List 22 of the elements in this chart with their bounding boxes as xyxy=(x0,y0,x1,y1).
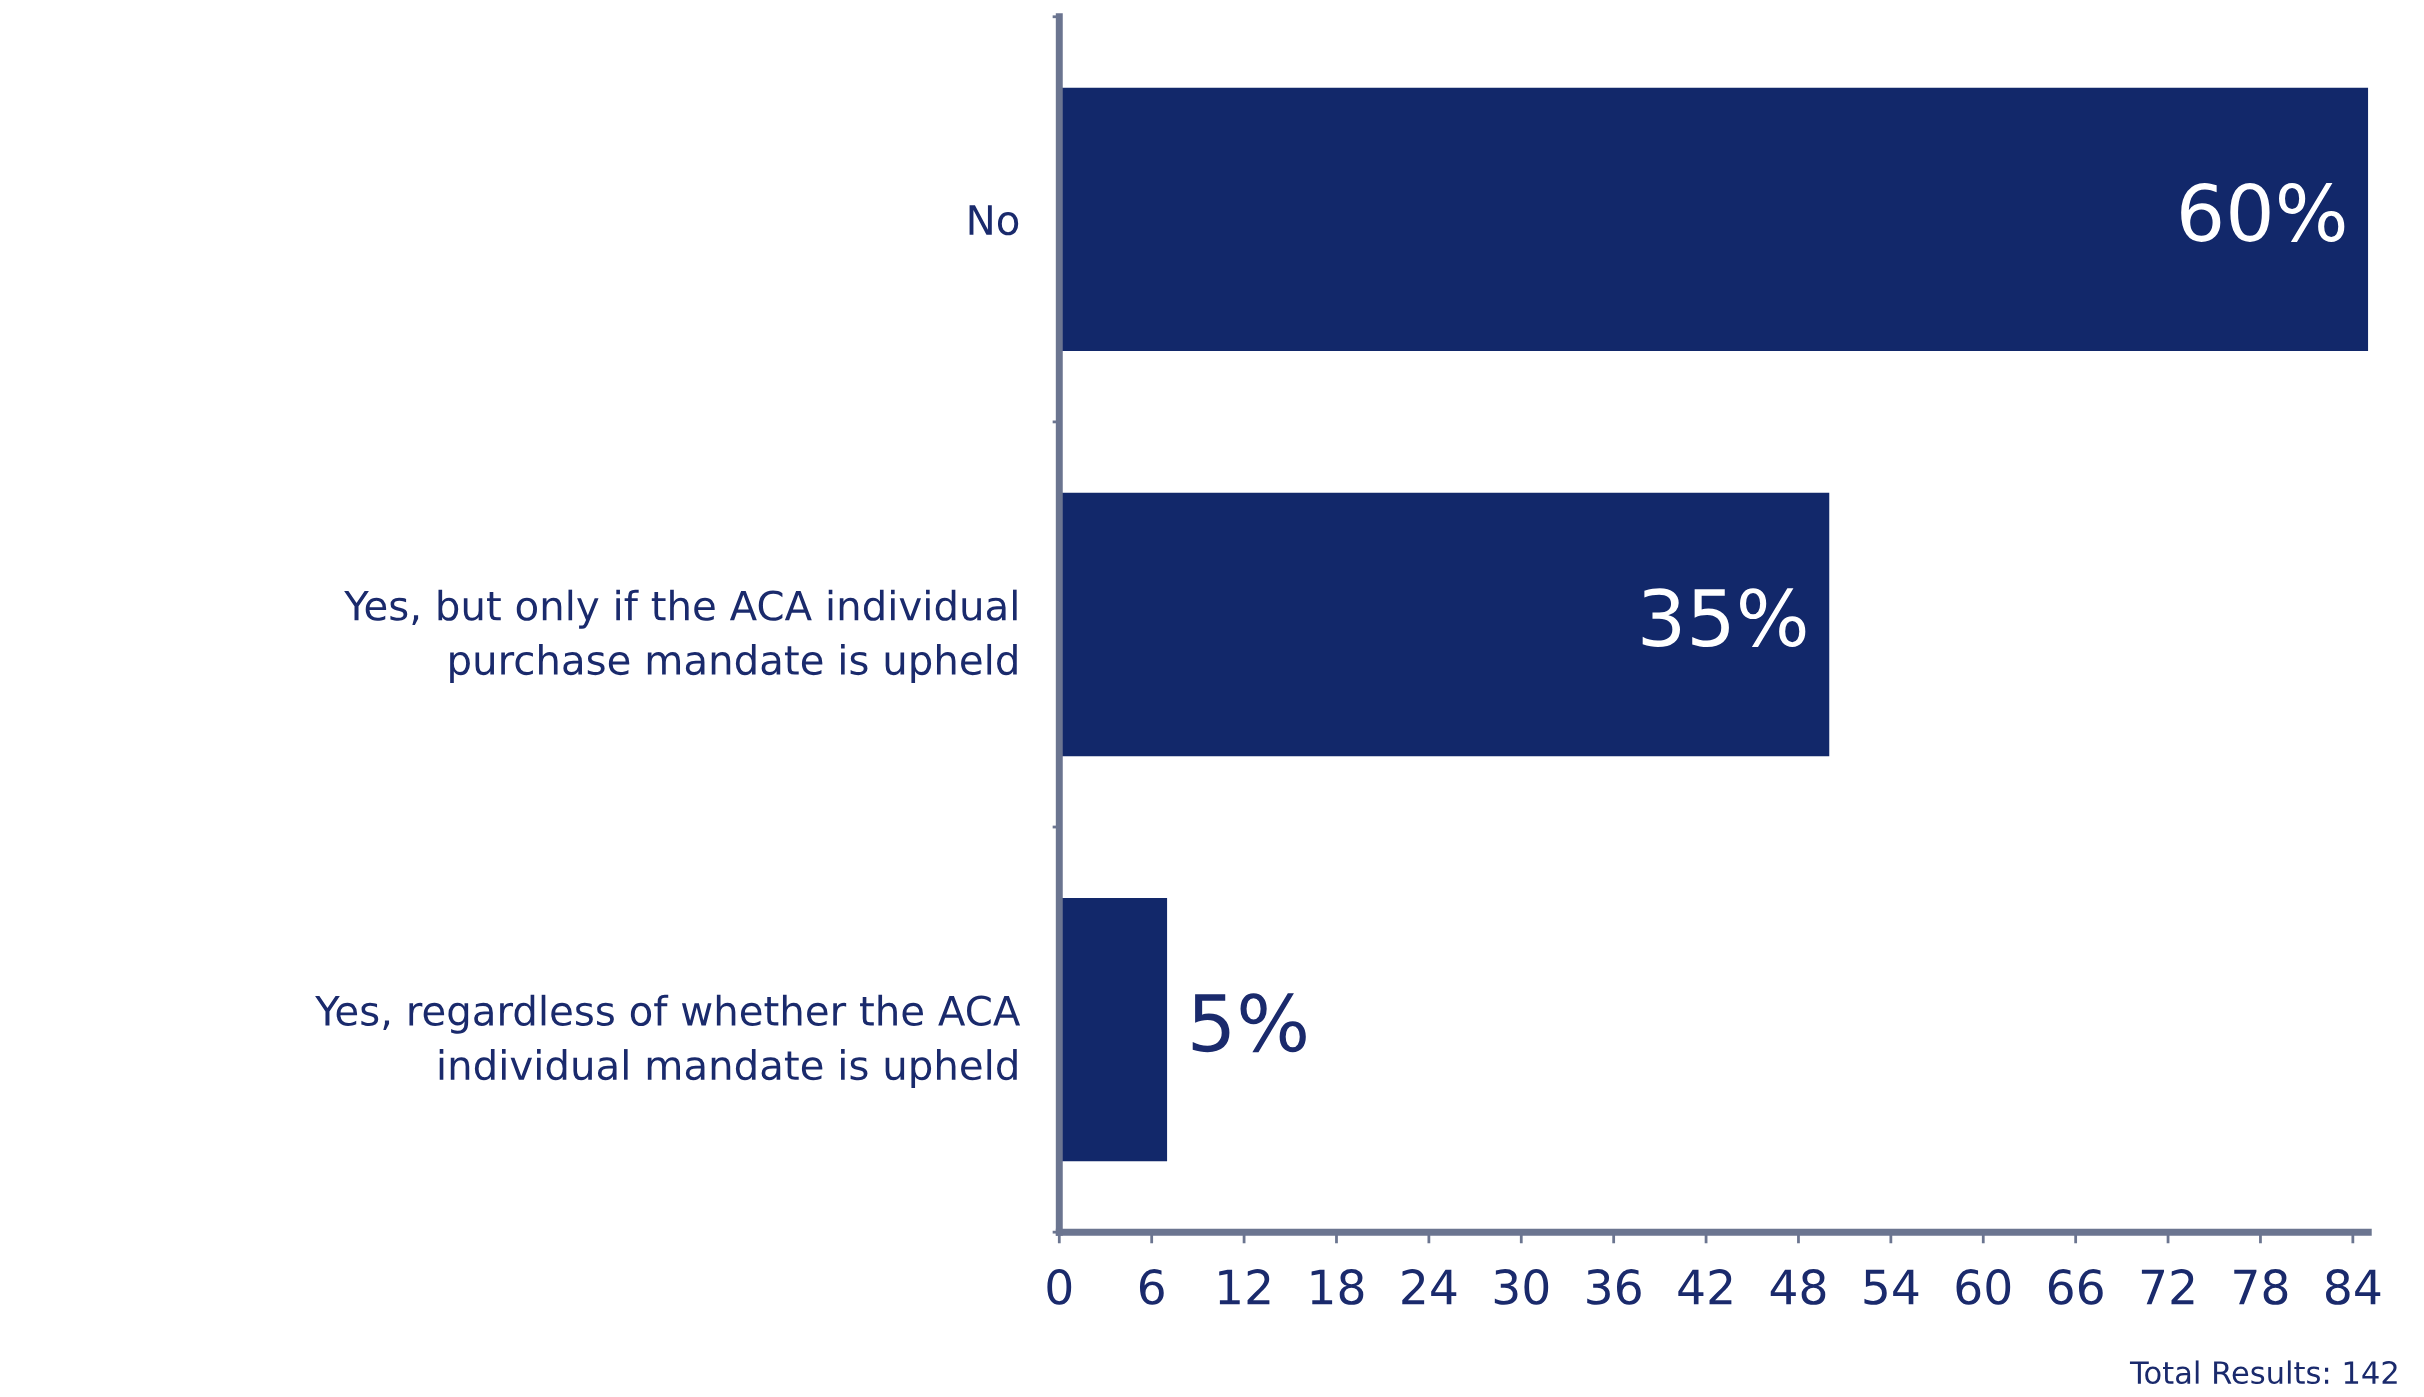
annotation: 60% xyxy=(2181,183,2345,242)
x-tick-label: 6 xyxy=(1139,1269,1164,1305)
annotation: 5% xyxy=(1192,993,1306,1053)
x-tick-label: 84 xyxy=(2326,1269,2381,1305)
x-tick-label: 48 xyxy=(1770,1269,1826,1305)
x-tick-label: 36 xyxy=(1587,1269,1641,1305)
x-tick-label: 54 xyxy=(1864,1269,1919,1305)
x-tick-label: 60 xyxy=(1956,1269,2011,1305)
y-tick-label: Yes, but only if the ACA individual purchase mandate is upheld xyxy=(344,589,1017,683)
text: Total Results: 142 xyxy=(2129,1360,2397,1385)
x-tick-label: 72 xyxy=(2141,1269,2194,1305)
x-tick-label: 66 xyxy=(2048,1269,2103,1305)
y-tick-label: Yes, regardless of whether the ACA individual mandate is upheld xyxy=(315,994,1021,1089)
y-tick-label: No xyxy=(969,205,1019,236)
annotation: 35% xyxy=(1642,588,1806,648)
x-tick-label: 12 xyxy=(1219,1269,1270,1305)
x-tick-label: 24 xyxy=(1402,1269,1457,1305)
x-tick-label: 42 xyxy=(1678,1269,1732,1305)
x-tick-label: 18 xyxy=(1311,1269,1364,1305)
x-tick-label: 0 xyxy=(1047,1269,1072,1305)
x-tick-label: 78 xyxy=(2234,1269,2288,1305)
x-tick-label: 30 xyxy=(1494,1269,1549,1305)
